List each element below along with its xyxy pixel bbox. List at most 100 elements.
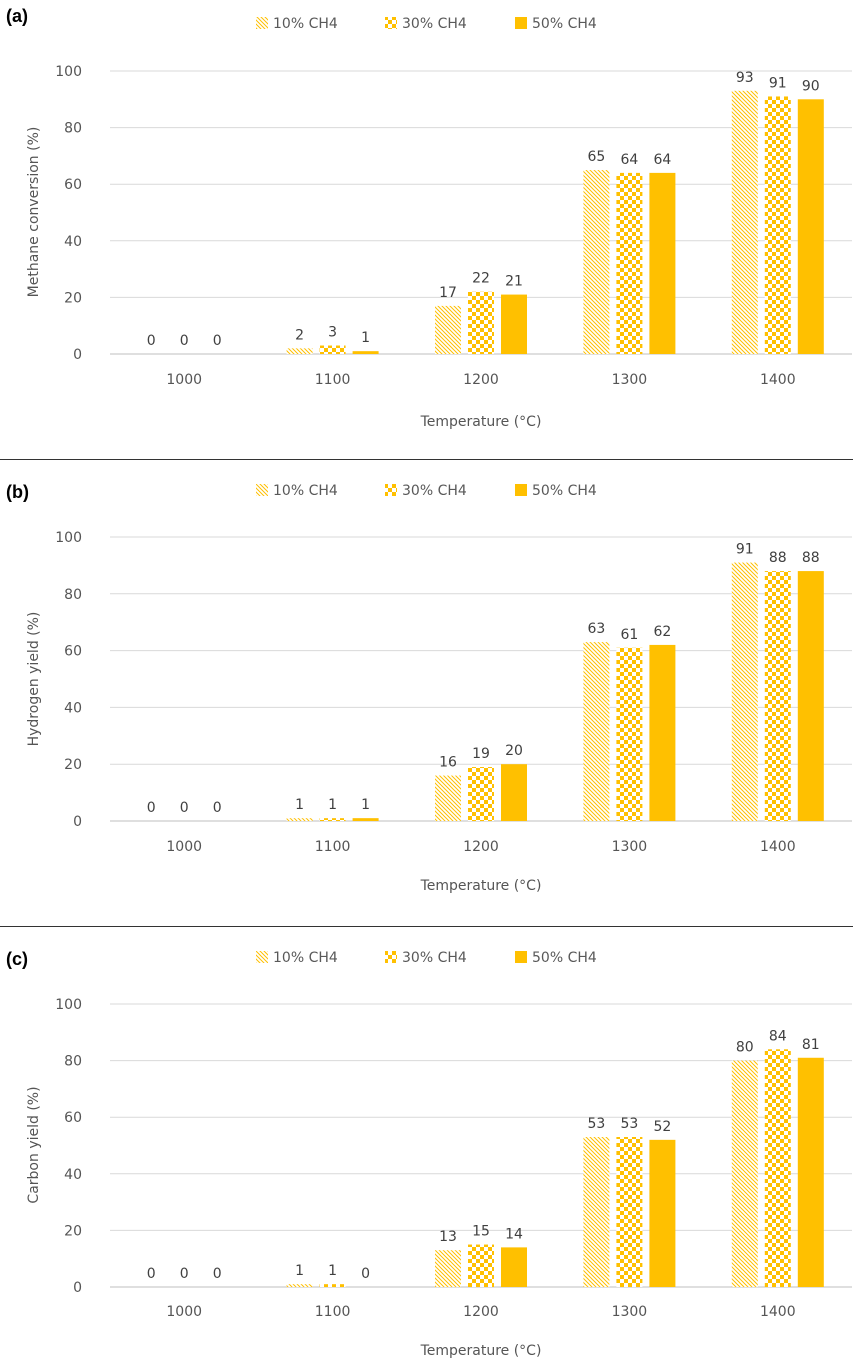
y-tick-label: 100 (55, 530, 82, 546)
bar (731, 90, 758, 354)
legend-swatch (515, 484, 527, 496)
bar (501, 1247, 527, 1287)
data-label: 2 (295, 327, 304, 343)
legend-swatch (256, 951, 268, 963)
data-label: 64 (620, 152, 638, 168)
data-label: 80 (736, 1040, 754, 1056)
legend-label: 30% CH4 (402, 950, 467, 966)
chart-panel-c: (c) 10% CH4 30% CH4 50% CH4 0 20 40 60 80 100 0 0 0 1… (0, 927, 853, 1369)
bar (435, 1250, 461, 1287)
data-label: 0 (180, 800, 189, 816)
bar (286, 818, 313, 821)
data-label: 0 (147, 1266, 156, 1282)
legend-label: 50% CH4 (532, 16, 597, 32)
data-label: 52 (653, 1119, 671, 1135)
legend-label: 10% CH4 (273, 16, 338, 32)
bar (468, 767, 494, 821)
bar (435, 775, 461, 821)
y-axis-title: Hydrogen yield (%) (26, 612, 42, 747)
data-label: 90 (802, 78, 820, 94)
data-label: 13 (439, 1229, 457, 1245)
legend-swatch (515, 951, 527, 963)
data-label: 93 (736, 70, 754, 86)
bar (501, 764, 527, 821)
data-label: 84 (769, 1028, 787, 1044)
x-tick-label: 1400 (760, 1304, 796, 1320)
bar (764, 1049, 791, 1287)
y-tick-label: 80 (64, 1054, 82, 1070)
y-tick-label: 100 (55, 997, 82, 1013)
data-label: 1 (328, 1263, 337, 1279)
legend-label: 30% CH4 (402, 483, 467, 499)
bar (319, 345, 346, 354)
panel-label: (a) (6, 6, 28, 26)
panel-divider (0, 459, 853, 460)
data-label: 0 (180, 1266, 189, 1282)
x-tick-label: 1000 (166, 839, 202, 855)
y-tick-label: 40 (64, 700, 82, 716)
legend-label: 10% CH4 (273, 483, 338, 499)
data-label: 0 (213, 333, 222, 349)
data-label: 21 (505, 274, 523, 290)
data-label: 64 (653, 152, 671, 168)
bar (731, 562, 758, 821)
data-label: 0 (180, 333, 189, 349)
bar (468, 291, 494, 354)
bar (583, 642, 610, 821)
panel-label: (b) (6, 482, 29, 502)
bar (649, 644, 676, 821)
y-tick-label: 40 (64, 234, 82, 250)
y-tick-label: 20 (64, 757, 82, 773)
x-axis-title: Temperature (°C) (420, 1343, 542, 1359)
x-tick-label: 1400 (760, 372, 796, 388)
bar (352, 818, 379, 821)
y-tick-label: 0 (73, 1280, 82, 1296)
x-tick-label: 1000 (166, 372, 202, 388)
data-label: 20 (505, 743, 523, 759)
y-tick-label: 100 (55, 64, 82, 80)
bar (797, 571, 824, 821)
bar (468, 1244, 494, 1287)
legend-label: 10% CH4 (273, 950, 338, 966)
bar (764, 96, 791, 354)
data-label: 1 (361, 330, 370, 346)
y-axis-title: Carbon yield (%) (26, 1086, 42, 1203)
y-tick-label: 20 (64, 1223, 82, 1239)
bar (616, 172, 643, 354)
panel-label: (c) (6, 949, 28, 969)
x-tick-label: 1200 (463, 1304, 499, 1320)
y-axis-title: Methane conversion (%) (26, 127, 42, 298)
bar (319, 818, 346, 821)
x-axis-title: Temperature (°C) (420, 878, 542, 894)
data-label: 62 (653, 624, 671, 640)
data-label: 0 (361, 1266, 370, 1282)
legend-swatch (256, 17, 268, 29)
bar (797, 1057, 824, 1287)
bar (435, 305, 461, 354)
legend-swatch (385, 17, 397, 29)
bar (352, 351, 379, 354)
bar (583, 170, 610, 354)
data-label: 1 (328, 797, 337, 813)
x-tick-label: 1200 (463, 372, 499, 388)
data-label: 0 (213, 1266, 222, 1282)
panel-divider (0, 926, 853, 927)
data-label: 91 (769, 75, 787, 91)
y-tick-label: 0 (73, 814, 82, 830)
chart-panel-a: (a) 10% CH4 30% CH4 50% CH4 0 20 40 60 80 100 0 0 0 1… (0, 0, 853, 460)
bar (583, 1137, 610, 1287)
legend-swatch (256, 484, 268, 496)
bar (649, 1139, 676, 1287)
legend-label: 30% CH4 (402, 16, 467, 32)
y-tick-label: 60 (64, 644, 82, 660)
legend-swatch (515, 17, 527, 29)
x-axis-title: Temperature (°C) (420, 414, 542, 430)
data-label: 17 (439, 285, 457, 301)
bar (319, 1284, 346, 1287)
data-label: 88 (802, 550, 820, 566)
data-label: 0 (213, 800, 222, 816)
bar (501, 294, 527, 354)
